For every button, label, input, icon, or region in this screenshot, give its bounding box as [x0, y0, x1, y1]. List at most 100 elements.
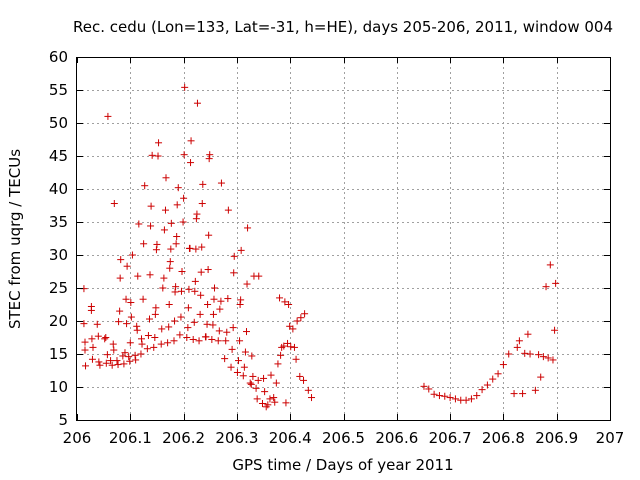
data-point [152, 304, 160, 312]
data-point [280, 342, 288, 350]
data-point [551, 326, 559, 334]
data-point [193, 99, 201, 107]
data-point [137, 335, 145, 343]
data-point [197, 291, 205, 299]
data-point [249, 372, 257, 380]
data-point [195, 337, 203, 345]
data-point [123, 262, 131, 270]
data-point [198, 200, 206, 208]
data-point [158, 325, 166, 333]
data-point [230, 252, 238, 260]
y-axis-label: STEC from uqrg / TECUs [6, 149, 24, 329]
data-point [107, 357, 115, 365]
data-point [521, 349, 529, 357]
data-point [272, 379, 280, 387]
data-point [101, 335, 109, 343]
data-point [208, 335, 216, 343]
y-tick-label: 60 [49, 48, 68, 66]
data-point [229, 324, 237, 332]
data-point [261, 388, 269, 396]
data-point [462, 396, 470, 404]
data-point [304, 386, 312, 394]
data-point [177, 313, 185, 321]
data-point [270, 394, 278, 402]
data-point [102, 334, 110, 341]
data-point [494, 370, 502, 378]
data-point [147, 222, 155, 230]
data-point [115, 318, 123, 326]
data-point [87, 306, 95, 314]
data-point [513, 343, 521, 351]
data-point [183, 334, 191, 341]
data-point [539, 353, 547, 361]
data-point [148, 151, 156, 159]
data-point [133, 326, 141, 334]
data-point [230, 269, 238, 277]
data-point [127, 299, 135, 307]
data-point [166, 258, 174, 266]
data-point [173, 233, 181, 241]
data-point [102, 359, 110, 367]
y-tick-label: 45 [49, 147, 68, 165]
data-point [167, 245, 175, 253]
data-point [473, 392, 481, 400]
data-point [155, 139, 163, 147]
data-point [204, 266, 212, 274]
data-point [228, 345, 236, 353]
data-point [255, 272, 263, 280]
data-point [93, 320, 101, 328]
data-point [152, 246, 160, 254]
data-point [223, 328, 231, 336]
data-point [224, 206, 232, 214]
data-point [292, 355, 300, 363]
data-point [170, 337, 178, 345]
data-point [184, 304, 192, 312]
x-tick-labels: 206 206.1 206.2 206.3 206.4 206.5 206.6 206.7 20… [63, 429, 625, 447]
data-point [425, 385, 433, 393]
data-point [144, 332, 152, 340]
data-point [544, 354, 552, 362]
data-point [515, 337, 523, 345]
data-point [108, 361, 116, 369]
data-point [153, 240, 161, 248]
data-point [446, 394, 454, 402]
data-point [234, 357, 242, 365]
data-point [138, 340, 146, 348]
data-point [254, 376, 262, 384]
data-point [166, 264, 174, 272]
data-point [143, 345, 151, 353]
data-point [176, 331, 184, 339]
data-point [531, 386, 539, 394]
data-point [205, 231, 213, 239]
data-point [552, 279, 560, 287]
data-point [281, 298, 289, 306]
data-point [289, 325, 297, 333]
data-point [151, 310, 159, 318]
data-point [260, 374, 268, 382]
data-point [172, 240, 180, 248]
data-point [89, 343, 97, 351]
data-point [109, 340, 117, 348]
data-point [184, 324, 192, 332]
data-point [150, 343, 158, 351]
data-point [246, 379, 254, 387]
data-point [94, 332, 102, 340]
data-point [140, 240, 148, 248]
data-point [296, 372, 304, 380]
data-point [205, 155, 213, 163]
data-point [277, 351, 285, 359]
x-tick-label: 206.5 [322, 429, 365, 447]
data-point [187, 137, 195, 145]
x-tick-label: 206.1 [109, 429, 152, 447]
data-point [266, 395, 274, 403]
data-point [126, 357, 134, 365]
data-point [293, 317, 301, 325]
data-point [244, 224, 252, 232]
y-tick-label: 30 [49, 246, 68, 264]
data-point [172, 283, 180, 291]
data-point [165, 323, 173, 331]
data-point [160, 274, 168, 282]
data-point [224, 295, 232, 303]
data-point [203, 320, 211, 328]
data-point [159, 284, 167, 292]
